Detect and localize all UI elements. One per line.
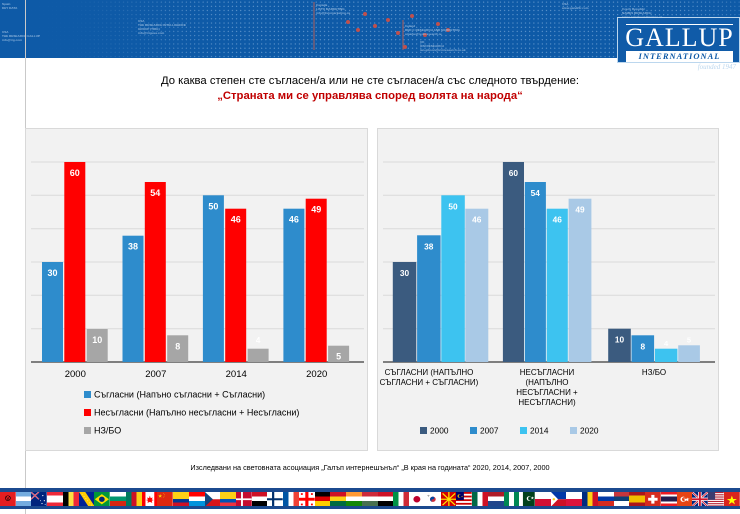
svg-text:info@listomarketing.ca: info@listomarketing.ca: [316, 11, 350, 15]
svg-text:5: 5: [687, 336, 691, 345]
svg-text:СЪГЛАСНИ (НАПЪЛНО: СЪГЛАСНИ (НАПЪЛНО: [385, 368, 474, 377]
svg-text:НЕСЪГЛАСНИ +: НЕСЪГЛАСНИ +: [516, 388, 578, 397]
svg-text:2020: 2020: [580, 426, 599, 436]
svg-text:46: 46: [472, 215, 482, 225]
svg-text:amarke@redcresearch.ie: amarke@redcresearch.ie: [405, 32, 442, 36]
svg-text:49: 49: [311, 205, 321, 215]
svg-text:2014: 2014: [530, 426, 549, 436]
svg-text:50: 50: [448, 201, 458, 211]
svg-text:ian.gibson@icmresearch.co.uk: ian.gibson@icmresearch.co.uk: [420, 48, 466, 52]
svg-text:60: 60: [509, 168, 519, 178]
svg-text:38: 38: [128, 242, 138, 252]
svg-text:4: 4: [664, 339, 669, 348]
svg-text:46: 46: [553, 215, 563, 225]
svg-text:2007: 2007: [145, 369, 166, 380]
svg-text:2000: 2000: [65, 369, 86, 380]
svg-text:54: 54: [531, 188, 541, 198]
svg-text:54: 54: [150, 188, 160, 198]
svg-text:5: 5: [336, 352, 341, 362]
svg-text:50: 50: [208, 201, 218, 211]
svg-text:www.gandrllr.com: www.gandrllr.com: [561, 6, 589, 10]
svg-text:2020: 2020: [306, 369, 327, 380]
svg-text:30: 30: [400, 268, 410, 278]
svg-text:info@trg.com: info@trg.com: [2, 38, 22, 42]
svg-text:46: 46: [289, 215, 299, 225]
svg-text:info@trigusa.com: info@trigusa.com: [138, 31, 164, 35]
svg-text:30: 30: [47, 268, 57, 278]
svg-text:НЗ/БО: НЗ/БО: [642, 368, 666, 377]
svg-text:Съгласни (Напъно съгласни + Съ: Съгласни (Напъно съгласни + Съгласни): [94, 390, 265, 400]
svg-text:46: 46: [231, 215, 241, 225]
svg-text:8: 8: [640, 341, 645, 351]
svg-text:2014: 2014: [226, 369, 247, 380]
svg-text:НЕСЪГЛАСНИ: НЕСЪГЛАСНИ: [520, 368, 575, 377]
svg-text:НЕСЪГЛАСНИ): НЕСЪГЛАСНИ): [518, 398, 576, 407]
svg-text:49: 49: [575, 205, 585, 215]
svg-text:10: 10: [92, 335, 102, 345]
svg-text:4: 4: [256, 336, 261, 345]
svg-text:НЗ/БО: НЗ/БО: [94, 426, 121, 436]
svg-text:60: 60: [70, 168, 80, 178]
svg-text:38: 38: [424, 241, 434, 251]
svg-text:СЪГЛАСНИ + СЪГЛАСНИ): СЪГЛАСНИ + СЪГЛАСНИ): [380, 378, 479, 387]
svg-text:2007: 2007: [480, 426, 499, 436]
svg-text:8: 8: [175, 341, 180, 351]
svg-text:2000: 2000: [430, 426, 449, 436]
svg-text:KEY DATA: KEY DATA: [2, 6, 18, 10]
svg-text:Несъгласни (Напълно несъгласни: Несъгласни (Напълно несъгласни + Несъгла…: [94, 408, 299, 418]
svg-text:10: 10: [615, 335, 625, 345]
svg-text:(НАПЪЛНО: (НАПЪЛНО: [525, 378, 568, 387]
